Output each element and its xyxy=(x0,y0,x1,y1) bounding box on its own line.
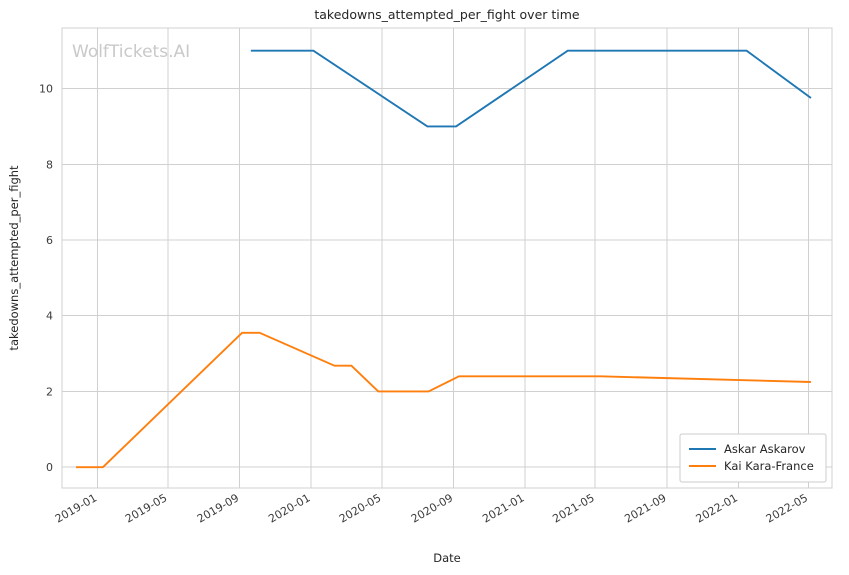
y-tick-label: 0 xyxy=(46,461,53,474)
y-tick-label: 2 xyxy=(46,385,53,398)
plot-area-border xyxy=(61,27,833,489)
y-tick-label: 10 xyxy=(39,83,53,96)
y-axis-label: takedowns_attempted_per_fight xyxy=(7,165,21,351)
y-tick-label: 8 xyxy=(46,158,53,171)
x-axis-label: Date xyxy=(433,551,461,565)
legend-label-1: Askar Askarov xyxy=(724,442,806,456)
series-line-askar-askarov xyxy=(250,49,812,128)
series-line-kai-kara-france xyxy=(76,331,811,469)
data-series-layer xyxy=(76,49,812,469)
y-tick-label: 4 xyxy=(46,310,53,323)
y-axis-tick-labels: 0 2 4 6 8 10 xyxy=(39,83,53,475)
grid-lines xyxy=(62,28,832,488)
chart-title: takedowns_attempted_per_fight over time xyxy=(314,7,580,22)
legend-label-2: Kai Kara-France xyxy=(724,459,814,473)
y-tick-label: 6 xyxy=(46,234,53,247)
legend-background xyxy=(679,433,827,483)
watermark-label: WolfTickets.AI xyxy=(72,42,190,62)
chart-legend[interactable]: Askar Askarov Kai Kara-France xyxy=(679,433,827,483)
